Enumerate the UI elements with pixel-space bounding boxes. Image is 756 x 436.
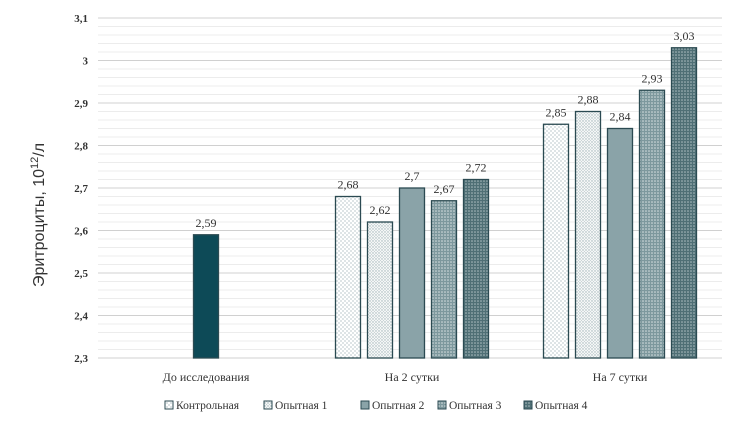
y-tick-label: 3	[83, 56, 89, 68]
x-category-label: До исследования	[163, 370, 250, 384]
legend: Контрольная Опытная 1 Опытная 2 Опытная 3 Оп…	[164, 400, 588, 412]
bar	[334, 195, 362, 359]
y-axis-label: Эритроциты, 1012/л	[29, 143, 48, 287]
data-label: 2,7	[405, 169, 420, 183]
bar	[192, 234, 220, 359]
bar	[638, 89, 666, 359]
bar	[606, 127, 634, 359]
y-axis-ticks: 2,3 2,4 2,5 2,6 2,7 2,8 2,9 3 3,1	[74, 13, 88, 365]
y-tick-label: 2,6	[74, 226, 88, 238]
legend-swatch	[437, 400, 447, 410]
x-category-label: На 7 сутки	[593, 370, 648, 384]
data-label: 2,67	[434, 182, 455, 196]
data-labels: 2,59 2,68 2,62 2,7 2,67 2,72 2,85 2,88 2,84 2,93 3…	[196, 29, 695, 230]
bar	[574, 110, 602, 359]
data-label: 3,03	[674, 29, 695, 43]
data-label: 2,68	[338, 178, 359, 192]
bar	[430, 200, 458, 359]
legend-swatch	[164, 400, 174, 410]
legend-label: Опытная 2	[372, 400, 425, 412]
y-tick-label: 2,5	[74, 268, 88, 280]
bar	[462, 178, 490, 359]
data-label: 2,84	[610, 110, 631, 124]
bar	[670, 47, 698, 359]
bar	[398, 187, 426, 359]
y-tick-label: 2,4	[74, 311, 88, 323]
data-label: 2,59	[196, 216, 217, 230]
y-tick-label: 2,8	[74, 141, 88, 153]
legend-label: Опытная 4	[535, 400, 588, 412]
legend-label: Опытная 3	[449, 400, 502, 412]
data-label: 2,72	[466, 161, 487, 175]
y-tick-label: 2,9	[74, 98, 88, 110]
data-label: 2,93	[642, 71, 663, 85]
y-tick-label: 2,7	[74, 183, 88, 195]
y-tick-label: 2,3	[74, 353, 88, 365]
bar	[366, 221, 394, 359]
legend-label: Контрольная	[176, 400, 240, 412]
y-tick-label: 3,1	[74, 13, 88, 25]
legend-swatch	[523, 400, 533, 410]
legend-swatch	[360, 400, 370, 410]
legend-swatch	[263, 400, 273, 410]
x-axis-categories: До исследования На 2 сутки На 7 сутки	[163, 370, 648, 384]
data-label: 2,85	[546, 105, 567, 119]
legend-label: Опытная 1	[275, 400, 328, 412]
bars	[192, 47, 698, 359]
bar	[542, 123, 570, 359]
data-label: 2,88	[578, 93, 599, 107]
data-label: 2,62	[370, 203, 391, 217]
x-category-label: На 2 сутки	[385, 370, 440, 384]
